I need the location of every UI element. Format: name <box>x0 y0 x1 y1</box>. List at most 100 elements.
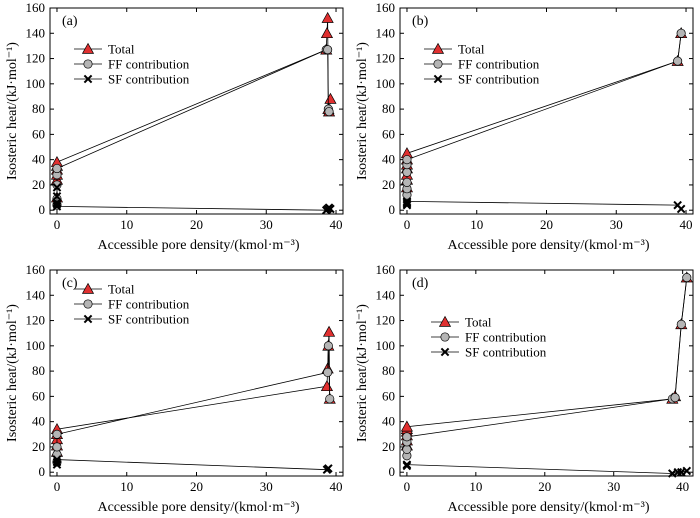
data-point <box>402 432 412 442</box>
y-tick-label: 60 <box>32 126 45 141</box>
legend-label: Total <box>108 282 135 297</box>
legend-marker <box>440 347 450 357</box>
y-tick-label: 20 <box>382 177 395 192</box>
y-tick-label: 120 <box>26 51 46 66</box>
legend-label: Total <box>458 42 485 57</box>
x-tick-label: 0 <box>54 217 61 232</box>
data-point <box>323 45 333 55</box>
plot-frame <box>399 269 694 477</box>
x-tick-label: 20 <box>190 217 203 232</box>
series-ff-contribution <box>402 273 692 461</box>
y-tick-label: 160 <box>26 262 46 277</box>
y-tick-label: 40 <box>382 152 395 167</box>
x-tick-label: 10 <box>120 217 133 232</box>
data-point <box>52 183 62 192</box>
data-point <box>402 167 412 177</box>
data-point <box>320 27 334 39</box>
data-point <box>52 429 62 439</box>
y-tick-label: 40 <box>32 414 45 429</box>
data-point <box>52 202 62 211</box>
data-point <box>323 367 333 377</box>
x-tick-label: 40 <box>330 217 343 232</box>
panel-label: (c) <box>62 276 78 291</box>
x-tick-label: 0 <box>404 479 411 494</box>
x-tick-label: 10 <box>470 217 483 232</box>
series-line <box>406 33 682 196</box>
series-line <box>406 277 688 456</box>
y-axis-label: Isosteric heat/(kJ·mol⁻¹) <box>5 42 20 180</box>
y-axis-label: Isosteric heat/(kJ·mol⁻¹) <box>5 304 20 442</box>
data-point <box>324 107 334 117</box>
x-axis-label: Accessible pore density/(kmol·m⁻³) <box>97 238 299 253</box>
x-tick-label: 40 <box>676 479 689 494</box>
series-line <box>56 331 331 452</box>
plot-frame <box>49 7 344 215</box>
series-total <box>50 11 337 203</box>
chart-panel-4: 0 20 40 60 80 100 120 140 160 0 10 20 30 40 Accessible… <box>355 262 694 515</box>
legend-marker <box>433 74 443 84</box>
x-tick-label: 10 <box>469 479 482 494</box>
series-line <box>406 200 682 210</box>
x-tick-label: 20 <box>540 217 553 232</box>
y-tick-label: 140 <box>376 25 396 40</box>
x-tick-label: 40 <box>330 479 343 494</box>
y-tick-label: 80 <box>32 363 45 378</box>
legend-marker <box>83 59 93 69</box>
legend-marker <box>440 332 450 342</box>
data-point <box>682 466 692 476</box>
series-ff-contribution <box>402 28 686 200</box>
series-line <box>56 187 331 211</box>
plot-frame <box>49 269 344 477</box>
chart-panel-2: 0 20 40 60 80 100 120 140 160 0 10 20 30 40 Accessible… <box>355 0 694 253</box>
panel-label: (a) <box>62 14 78 29</box>
data-point <box>324 92 337 104</box>
legend-entry: SF contribution <box>74 72 190 87</box>
series-ff-contribution <box>52 341 335 467</box>
legend-entry: FF contribution <box>74 297 190 312</box>
data-point <box>326 204 335 214</box>
y-tick-label: 80 <box>32 101 45 116</box>
legend-entry: SF contribution <box>431 345 547 360</box>
x-tick-label: 40 <box>680 217 693 232</box>
x-tick-label: 10 <box>120 479 133 494</box>
y-tick-label: 140 <box>26 25 46 40</box>
data-point <box>676 319 686 329</box>
y-axis-label: Isosteric heat/(kJ·mol⁻¹) <box>355 42 370 180</box>
legend-label: SF contribution <box>465 345 547 360</box>
y-tick-label: 60 <box>382 388 395 403</box>
y-tick-label: 120 <box>376 313 396 328</box>
panel-label: (d) <box>412 276 429 291</box>
data-point <box>400 420 413 432</box>
data-point <box>402 460 412 469</box>
y-tick-label: 140 <box>376 287 396 302</box>
x-tick-label: 30 <box>610 217 623 232</box>
legend-label: Total <box>465 315 492 330</box>
y-axis-label: Isosteric heat/(kJ·mol⁻¹) <box>355 304 370 442</box>
legend-label: SF contribution <box>458 72 540 87</box>
chart-panel-3: 0 20 40 60 80 100 120 140 160 0 10 20 30 40 Accessible… <box>5 262 344 515</box>
legend-marker <box>438 315 452 327</box>
data-point <box>320 380 334 392</box>
chart-panel-1: 0 20 40 60 80 100 120 140 160 0 10 20 30 40 Accessible… <box>5 0 344 253</box>
data-point <box>402 177 412 187</box>
data-point <box>402 197 412 206</box>
legend-entry: Total <box>424 42 485 57</box>
legend-label: Total <box>108 42 135 57</box>
y-tick-label: 160 <box>376 0 396 15</box>
data-point <box>323 341 333 351</box>
legend-marker <box>83 74 93 84</box>
x-tick-label: 20 <box>190 479 203 494</box>
data-point <box>52 455 62 464</box>
legend-entry: Total <box>74 42 135 57</box>
y-tick-label: 20 <box>32 177 45 192</box>
y-tick-label: 80 <box>382 101 395 116</box>
legend-entry: Total <box>431 315 492 330</box>
data-point <box>325 394 335 404</box>
series-total <box>50 325 336 457</box>
x-axis-label: Accessible pore density/(kmol·m⁻³) <box>97 500 299 515</box>
y-tick-label: 80 <box>382 363 395 378</box>
x-tick-label: 30 <box>260 217 273 232</box>
